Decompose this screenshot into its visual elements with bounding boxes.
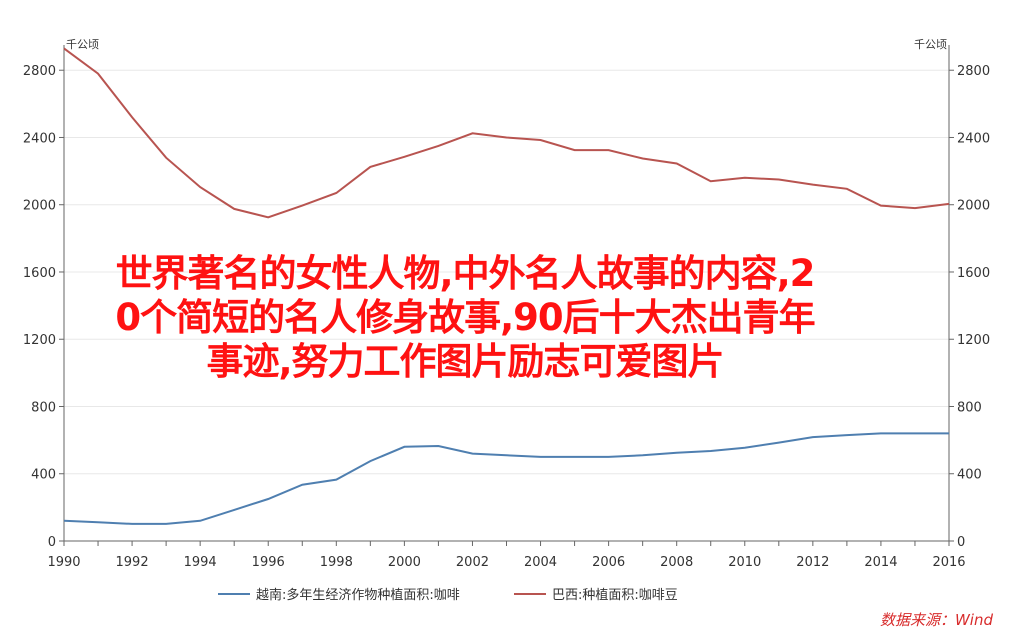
y-tick-label-left: 2000 [23,199,56,214]
x-tick-label: 1996 [252,555,285,570]
y-tick-label-right: 2000 [957,199,990,214]
y-tick-label-left: 1600 [23,266,56,281]
legend-label-2: 巴西:种植面积:咖啡豆 [552,588,678,603]
data-source: 数据来源：Wind [879,611,993,629]
y-tick-label-right: 2800 [957,64,990,79]
overlay-line-1: 世界著名的女性人物,中外名人故事的内容,2 [115,252,816,295]
x-tick-label: 2016 [932,555,965,570]
y-tick-label-right: 1200 [957,333,990,348]
x-tick-label: 1992 [116,555,149,570]
x-tick-label: 2008 [660,555,693,570]
axes: 0 0 400 400 800 800 1200 1200 1600 1600 2000 2000 24… [23,38,990,570]
y-tick-label-left: 0 [48,535,56,550]
series-line-1 [63,432,949,525]
y-tick-label-left: 400 [31,468,56,483]
x-tick-label: 1998 [320,555,353,570]
y-tick-label-right: 800 [957,400,982,415]
x-tick-label: 2012 [796,555,829,570]
x-tick-label: 2004 [524,555,557,570]
x-tick-label: 2014 [864,555,897,570]
overlay-line-3: 事迹,努力工作图片励志可爱图片 [206,340,724,383]
y-tick-label-left: 2800 [23,64,56,79]
y-tick-label-right: 400 [957,468,982,483]
unit-label-left: 千公顷 [66,38,99,51]
y-tick-label-right: 2400 [957,131,990,146]
series-lines [63,47,950,525]
x-tick-label: 2010 [728,555,761,570]
x-tick-label: 2006 [592,555,625,570]
x-tick-label: 2000 [388,555,421,570]
y-tick-label-right: 1600 [957,266,990,281]
legend-label-1: 越南:多年生经济作物种植面积:咖啡 [256,587,460,603]
series-line-2 [63,47,950,219]
x-tick-label: 1994 [184,555,217,570]
overlay-caption: 世界著名的女性人物,中外名人故事的内容,2 0个简短的名人修身故事,90后十大杰… [0,252,930,384]
legend: 越南:多年生经济作物种植面积:咖啡 巴西:种植面积:咖啡豆 [218,587,678,603]
overlay-line-2: 0个简短的名人修身故事,90后十大杰出青年 [115,296,815,339]
y-tick-label-left: 800 [31,400,56,415]
y-tick-label-right: 0 [957,535,965,550]
unit-label-right: 千公顷 [914,38,947,51]
y-tick-label-left: 1200 [23,333,56,348]
x-tick-label: 2002 [456,555,489,570]
x-tick-label: 1990 [47,555,80,570]
y-tick-label-left: 2400 [23,131,56,146]
